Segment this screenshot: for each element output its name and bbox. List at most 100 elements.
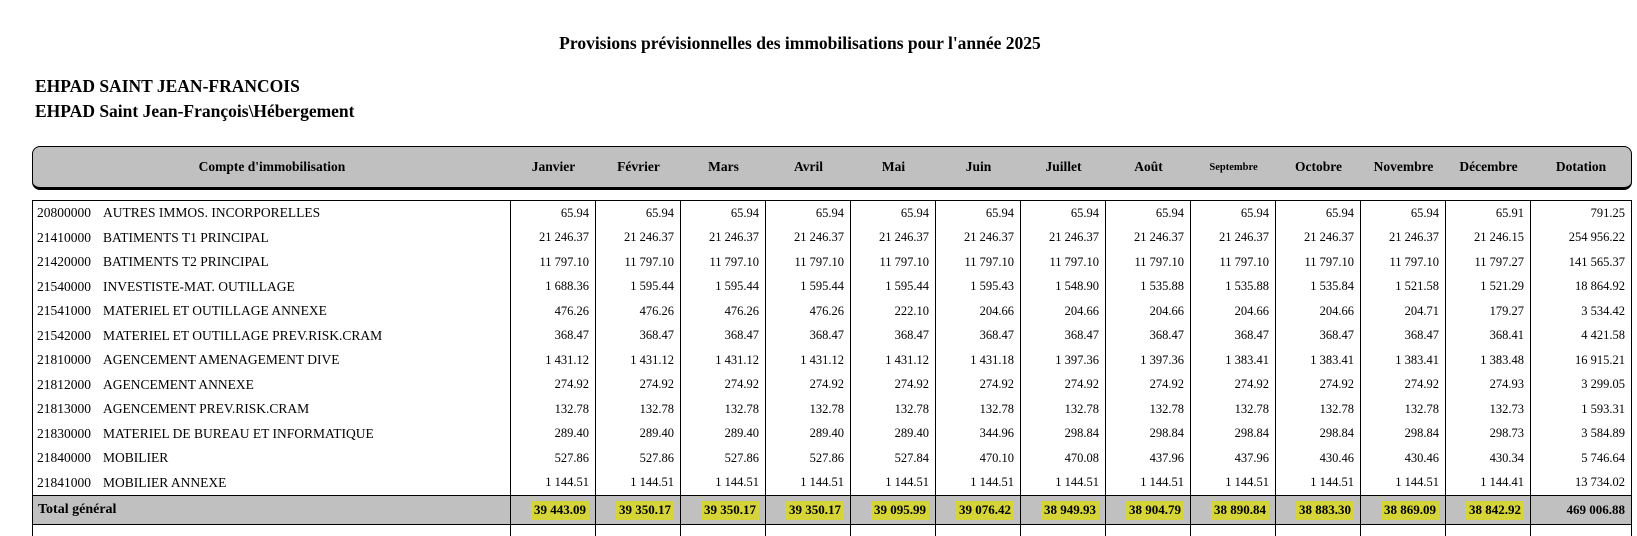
value-cell: 21 246.37 bbox=[596, 225, 681, 250]
value-cell: 65.94 bbox=[1106, 201, 1191, 226]
value-cell: 65.94 bbox=[511, 201, 596, 226]
account-cell: 21841000 MOBILIER ANNEXE bbox=[33, 470, 511, 495]
value-cell: 1 595.44 bbox=[681, 274, 766, 299]
value-cell: 368.47 bbox=[596, 323, 681, 348]
value-cell: 11 797.10 bbox=[511, 250, 596, 275]
account-cell: 21410000 BATIMENTS T1 PRINCIPAL bbox=[33, 225, 511, 250]
value-cell: 1 144.51 bbox=[1021, 470, 1106, 495]
empty-cell bbox=[1446, 525, 1531, 536]
table-continuation bbox=[33, 525, 1631, 536]
value-cell: 21 246.37 bbox=[1021, 225, 1106, 250]
value-cell: 476.26 bbox=[766, 299, 851, 324]
value-cell: 430.46 bbox=[1276, 446, 1361, 471]
value-cell: 65.94 bbox=[596, 201, 681, 226]
account-code: 21542000 bbox=[37, 327, 91, 343]
value-cell: 1 144.51 bbox=[511, 470, 596, 495]
account-code: 21541000 bbox=[37, 303, 91, 319]
empty-cell bbox=[1531, 525, 1631, 536]
total-value-cell: 39 076.42 bbox=[936, 496, 1021, 524]
account-code: 21812000 bbox=[37, 376, 91, 392]
highlighted-total: 39 443.09 bbox=[531, 500, 589, 520]
total-value-cell: 38 883.30 bbox=[1276, 496, 1361, 524]
value-cell: 1 431.12 bbox=[511, 348, 596, 373]
value-cell: 1 144.51 bbox=[1106, 470, 1191, 495]
value-cell: 21 246.37 bbox=[1361, 225, 1446, 250]
value-cell: 11 797.10 bbox=[936, 250, 1021, 275]
account-label: AGENCEMENT PREV.RISK.CRAM bbox=[103, 401, 310, 417]
account-code: 21420000 bbox=[37, 254, 91, 270]
establishment-name: EHPAD SAINT JEAN-FRANCOIS bbox=[35, 76, 300, 96]
account-label: MATERIEL ET OUTILLAGE PREV.RISK.CRAM bbox=[103, 327, 383, 343]
value-cell: 1 535.88 bbox=[1191, 274, 1276, 299]
value-cell: 65.94 bbox=[1191, 201, 1276, 226]
empty-cell bbox=[1106, 525, 1191, 536]
account-label: AGENCEMENT AMENAGEMENT DIVE bbox=[103, 352, 340, 368]
account-cell: 20800000 AUTRES IMMOS. INCORPORELLES bbox=[33, 201, 511, 226]
value-cell: 289.40 bbox=[851, 421, 936, 446]
value-cell: 204.66 bbox=[936, 299, 1021, 324]
table-row: 21812000 AGENCEMENT ANNEXE 274.92 274.92 274… bbox=[33, 372, 1631, 397]
value-cell: 476.26 bbox=[681, 299, 766, 324]
highlighted-total: 38 869.09 bbox=[1381, 500, 1439, 520]
account-code: 21810000 bbox=[37, 352, 91, 368]
total-row: Total général 39 443.09 39 350.17 39 350.17… bbox=[33, 495, 1631, 525]
value-cell: 368.41 bbox=[1446, 323, 1531, 348]
empty-cell bbox=[1191, 525, 1276, 536]
table-row: 21410000 BATIMENTS T1 PRINCIPAL 21 246.37 2… bbox=[33, 225, 1631, 250]
value-cell: 132.78 bbox=[1361, 397, 1446, 422]
total-value-cell: 38 904.79 bbox=[1106, 496, 1191, 524]
value-cell: 1 431.12 bbox=[596, 348, 681, 373]
value-cell: 368.47 bbox=[766, 323, 851, 348]
value-cell: 274.92 bbox=[511, 372, 596, 397]
highlighted-total: 39 350.17 bbox=[786, 500, 844, 520]
column-header-decembre: Décembre bbox=[1459, 159, 1518, 174]
value-cell: 21 246.37 bbox=[511, 225, 596, 250]
value-cell: 16 915.21 bbox=[1575, 352, 1625, 367]
value-cell: 222.10 bbox=[851, 299, 936, 324]
column-header-avril: Avril bbox=[794, 159, 823, 174]
value-cell: 298.84 bbox=[1276, 421, 1361, 446]
table-row: 21540000 INVESTISTE-MAT. OUTILLAGE 1 688.3… bbox=[33, 274, 1631, 299]
value-cell: 274.92 bbox=[596, 372, 681, 397]
value-cell: 132.78 bbox=[766, 397, 851, 422]
value-cell: 11 797.10 bbox=[1106, 250, 1191, 275]
account-code: 21813000 bbox=[37, 401, 91, 417]
value-cell: 254 956.22 bbox=[1568, 230, 1625, 245]
value-cell: 11 797.10 bbox=[766, 250, 851, 275]
value-cell: 1 397.36 bbox=[1021, 348, 1106, 373]
value-cell: 368.47 bbox=[1191, 323, 1276, 348]
column-header-compte: Compte d'immobilisation bbox=[198, 159, 346, 174]
value-cell: 1 144.41 bbox=[1446, 470, 1531, 495]
value-cell: 65.91 bbox=[1446, 201, 1531, 226]
value-cell: 179.27 bbox=[1446, 299, 1531, 324]
value-cell: 791.25 bbox=[1590, 205, 1625, 220]
provisions-table: 20800000 AUTRES IMMOS. INCORPORELLES 65.94… bbox=[32, 200, 1632, 536]
value-cell: 11 797.10 bbox=[1021, 250, 1106, 275]
table-row: 21841000 MOBILIER ANNEXE 1 144.51 1 144.51 1… bbox=[33, 470, 1631, 495]
value-cell: 204.66 bbox=[1106, 299, 1191, 324]
column-header-dotation: Dotation bbox=[1555, 159, 1607, 174]
value-cell: 141 565.37 bbox=[1568, 254, 1625, 269]
value-cell: 1 144.51 bbox=[766, 470, 851, 495]
account-label: AUTRES IMMOS. INCORPORELLES bbox=[103, 205, 321, 221]
total-value-cell: 38 949.93 bbox=[1021, 496, 1106, 524]
value-cell: 1 144.51 bbox=[1276, 470, 1361, 495]
value-cell: 65.94 bbox=[766, 201, 851, 226]
account-cell: 21810000 AGENCEMENT AMENAGEMENT DIVE bbox=[33, 348, 511, 373]
value-cell: 1 595.44 bbox=[596, 274, 681, 299]
highlighted-total: 38 949.93 bbox=[1041, 500, 1099, 520]
value-cell: 1 595.44 bbox=[766, 274, 851, 299]
total-label: Total général bbox=[33, 496, 511, 524]
account-label: MOBILIER ANNEXE bbox=[103, 474, 227, 490]
total-value-cell: 38 842.92 bbox=[1446, 496, 1531, 524]
account-label: MATERIEL ET OUTILLAGE ANNEXE bbox=[103, 303, 327, 319]
empty-cell bbox=[936, 525, 1021, 536]
value-cell: 470.08 bbox=[1021, 446, 1106, 471]
value-cell: 132.78 bbox=[511, 397, 596, 422]
value-cell: 298.84 bbox=[1361, 421, 1446, 446]
column-header-mars: Mars bbox=[708, 159, 739, 174]
value-cell: 1 144.51 bbox=[1191, 470, 1276, 495]
account-label: MOBILIER bbox=[103, 450, 169, 466]
value-cell: 1 521.29 bbox=[1446, 274, 1531, 299]
value-cell: 5 746.64 bbox=[1581, 450, 1625, 465]
